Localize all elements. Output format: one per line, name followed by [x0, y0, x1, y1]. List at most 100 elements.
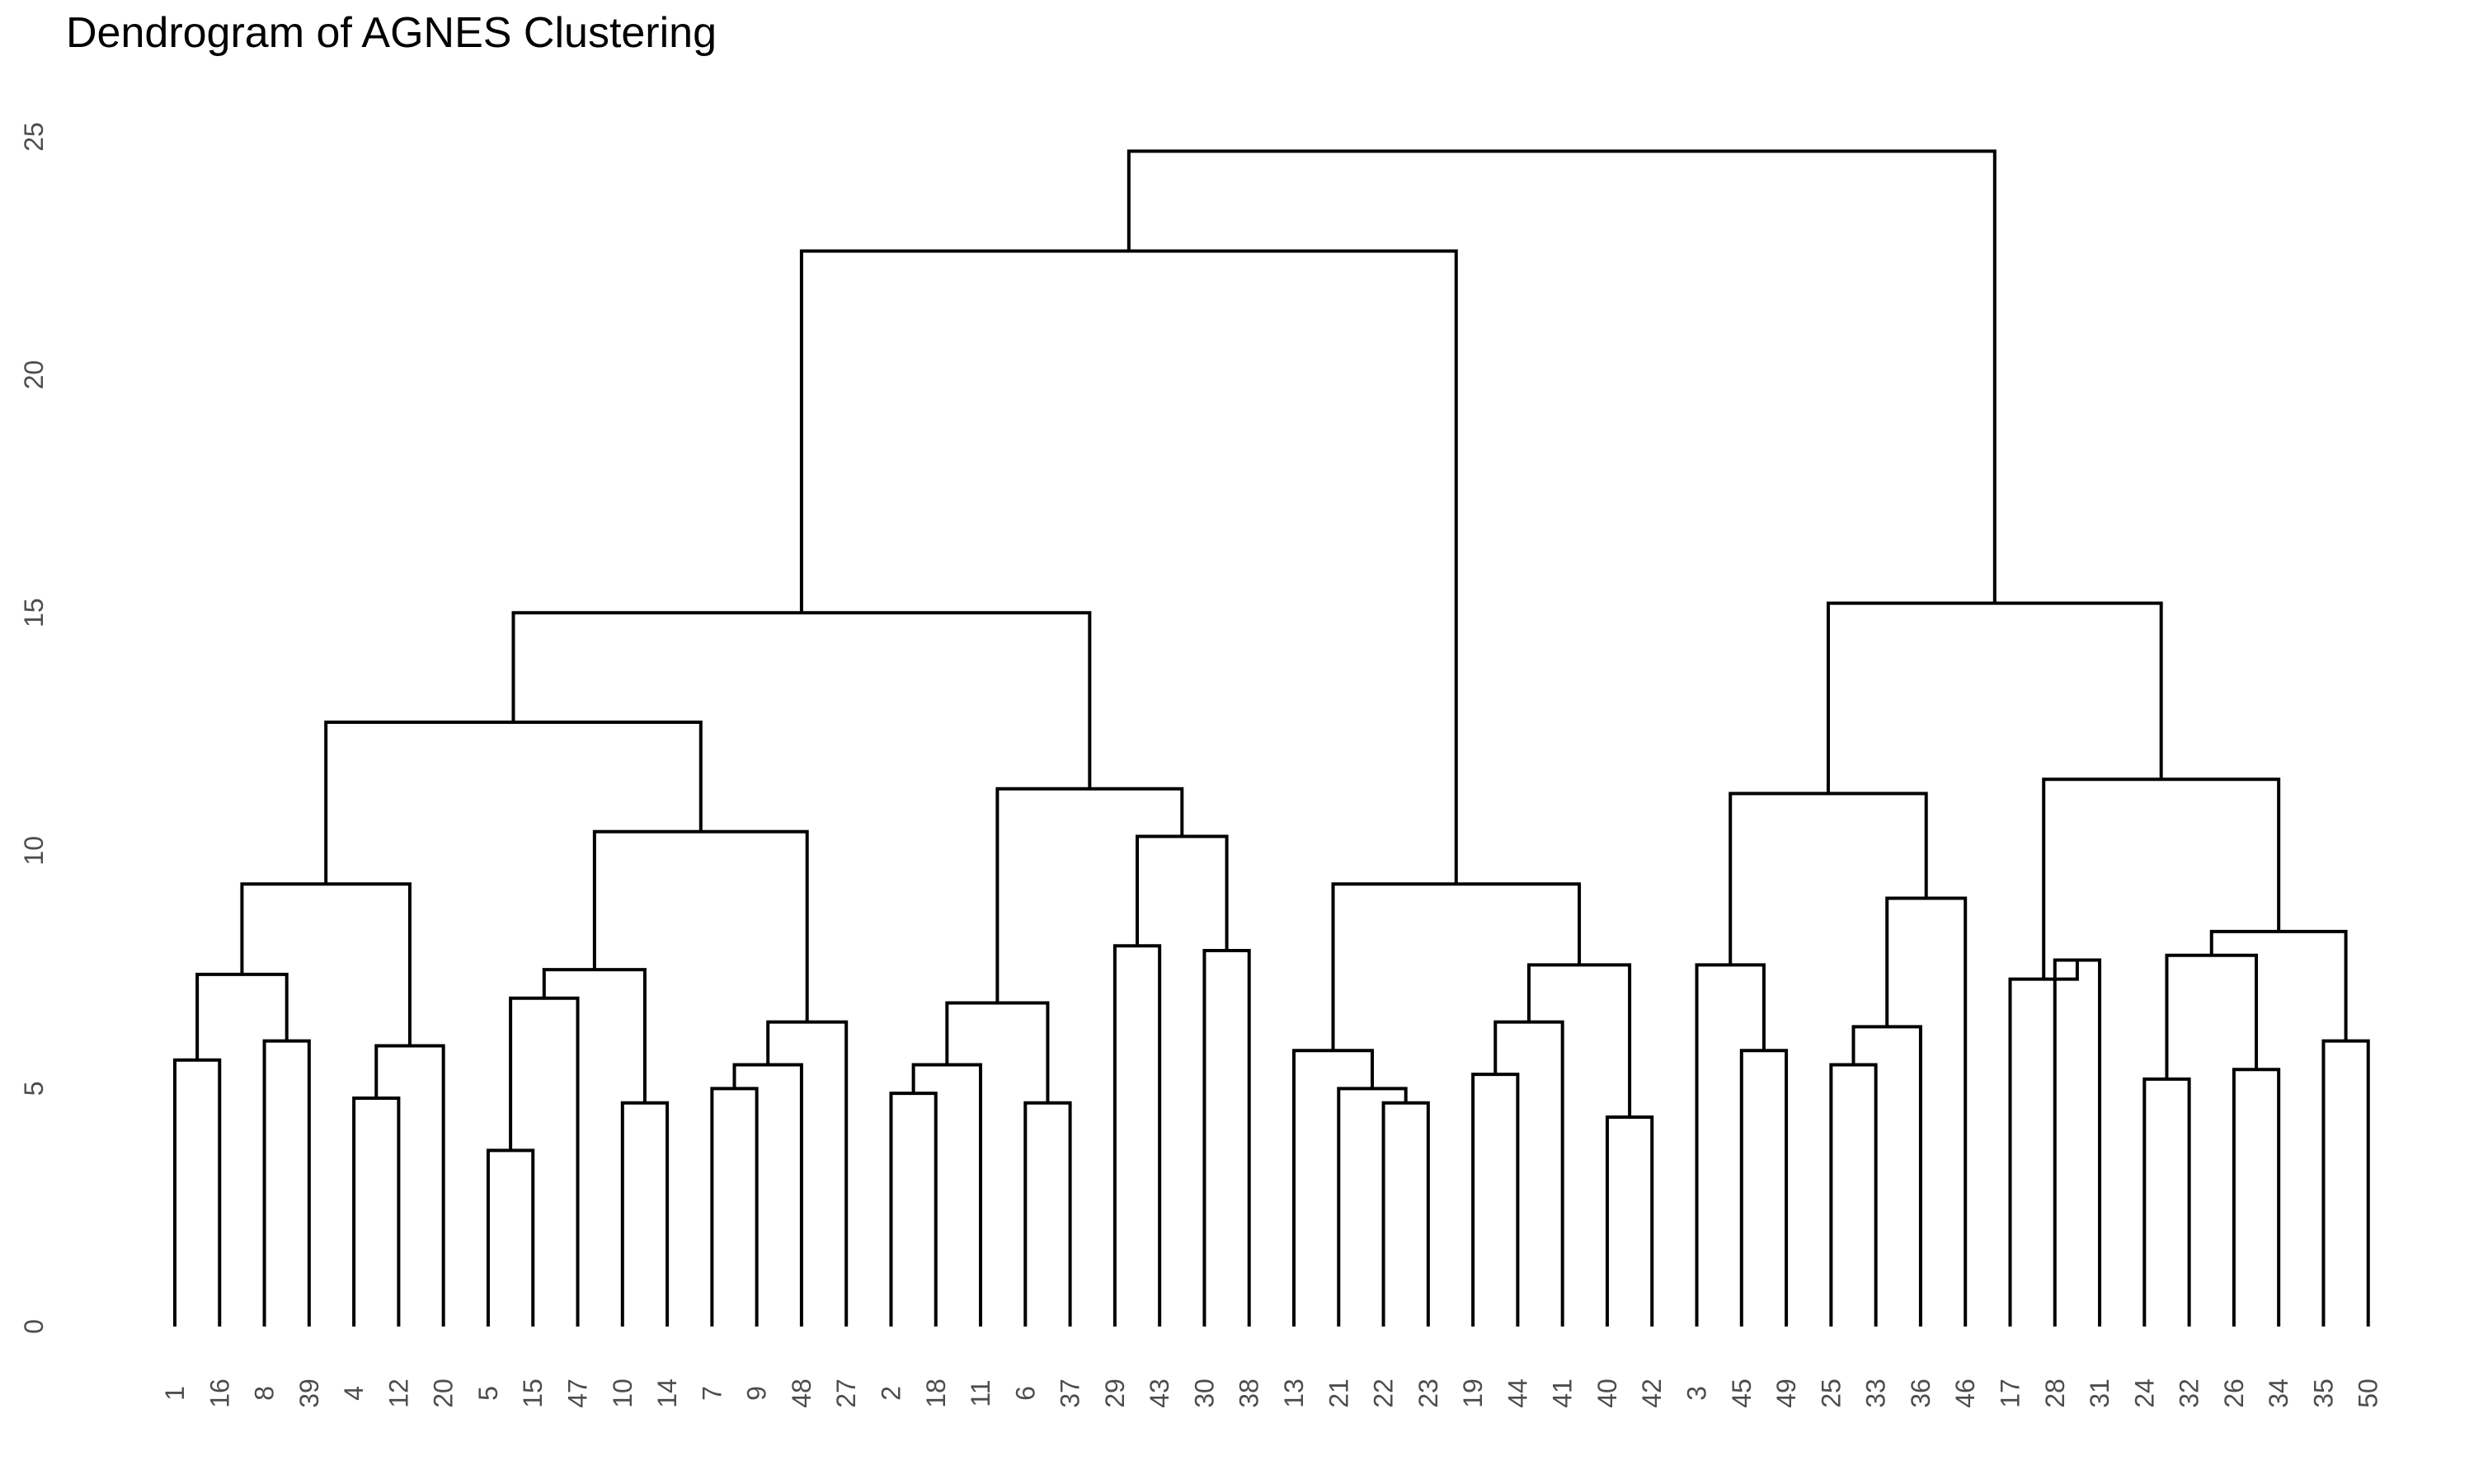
- merge-link-f7: [1826, 601, 2163, 794]
- merge-link-g6: [2321, 1039, 2370, 1327]
- chart-title: Dendrogram of AGNES Clustering: [66, 9, 717, 57]
- merge-link-b5: [710, 1087, 759, 1327]
- leaf-label: 49: [1771, 1378, 1801, 1408]
- merge-link-a4: [352, 1096, 401, 1327]
- y-tick-label: 10: [19, 836, 49, 866]
- leaf-label: 38: [1235, 1378, 1264, 1408]
- leaf-label: 33: [1861, 1378, 1891, 1408]
- leaf-label: 2: [876, 1386, 905, 1401]
- merge-link-f2: [1695, 963, 1766, 1327]
- merge-link-b8: [592, 829, 809, 1022]
- merge-link-e6: [1605, 1115, 1654, 1327]
- merge-link-c2: [511, 611, 1092, 789]
- merge-link-f5: [1885, 896, 1968, 1327]
- leaf-label: 30: [1189, 1378, 1219, 1408]
- merge-link-g7: [2209, 929, 2348, 1041]
- merge-link-d2: [911, 1063, 983, 1327]
- leaf-label: 32: [2175, 1378, 2204, 1408]
- merge-link-e2: [1337, 1087, 1408, 1327]
- y-tick-label: 25: [19, 122, 49, 152]
- merge-link-b6: [732, 1063, 803, 1327]
- leaf-label: 34: [2264, 1378, 2293, 1408]
- leaf-label: 6: [1010, 1386, 1040, 1401]
- merge-link-a2: [262, 1039, 311, 1327]
- leaf-label: 11: [966, 1379, 995, 1407]
- merge-link-g8: [2042, 777, 2281, 979]
- merge-link-d8: [995, 787, 1184, 1003]
- merge-link-g1: [2053, 958, 2102, 1327]
- merge-link-e4: [1471, 1073, 1520, 1327]
- merge-link-g2: [2008, 960, 2079, 1327]
- merge-link-g5: [2165, 953, 2259, 1079]
- merge-link-d6: [1202, 949, 1251, 1327]
- leaf-label: 14: [652, 1378, 682, 1408]
- merge-link-b1: [486, 1148, 535, 1327]
- merge-link-f3: [1829, 1063, 1878, 1327]
- leaf-label: 48: [787, 1378, 816, 1408]
- leaf-label: 44: [1503, 1378, 1532, 1408]
- merge-link-d4: [945, 1001, 1050, 1103]
- leaf-label: 3: [1682, 1386, 1712, 1401]
- merge-link-d5: [1112, 944, 1162, 1327]
- leaf-label: 46: [1950, 1378, 1980, 1408]
- merge-link-f1: [1739, 1049, 1789, 1327]
- merge-link-d7: [1136, 834, 1229, 951]
- y-tick-label: 15: [19, 598, 49, 627]
- leaf-label: 27: [831, 1378, 861, 1408]
- merge-link-e7: [1526, 963, 1632, 1118]
- leaf-label: 24: [2129, 1378, 2159, 1408]
- leaf-label: 28: [2040, 1378, 2070, 1408]
- leaf-label: 21: [1324, 1378, 1353, 1408]
- leaf-label: 23: [1413, 1378, 1443, 1408]
- merge-link-c1: [324, 720, 703, 885]
- merge-link-d1: [889, 1092, 938, 1327]
- leaf-label: 47: [563, 1378, 593, 1408]
- merge-link-a1: [173, 1058, 222, 1327]
- leaf-label: 17: [1995, 1378, 2025, 1408]
- leaf-label: 40: [1592, 1378, 1622, 1408]
- merge-link-b2: [509, 996, 580, 1327]
- leaf-label: 13: [1279, 1378, 1309, 1408]
- leaf-label: 18: [921, 1378, 951, 1408]
- y-tick-label: 0: [19, 1319, 49, 1334]
- merge-link-root: [1126, 149, 1997, 603]
- leaf-label: 41: [1548, 1378, 1578, 1408]
- leaf-label: 42: [1637, 1378, 1667, 1408]
- merge-link-e3: [1292, 1049, 1374, 1327]
- merge-link-e5: [1493, 1020, 1564, 1327]
- leaf-label: 16: [205, 1378, 234, 1408]
- leaf-label: 7: [697, 1386, 727, 1401]
- leaf-label: 12: [383, 1378, 413, 1408]
- merge-link-a6: [240, 882, 412, 1046]
- merge-link-b4: [542, 968, 647, 1103]
- merge-link-d3: [1023, 1101, 1072, 1327]
- leaf-label: 37: [1056, 1378, 1085, 1408]
- merge-link-f6: [1729, 791, 1928, 965]
- merge-link-g3: [2142, 1077, 2191, 1327]
- leaf-label: 36: [1906, 1378, 1935, 1408]
- leaf-label: 5: [473, 1386, 503, 1401]
- leaf-label: 43: [1145, 1378, 1174, 1408]
- leaf-label: 15: [518, 1378, 548, 1408]
- leaf-label: 19: [1458, 1378, 1488, 1408]
- merge-link-b3: [620, 1101, 670, 1327]
- leaf-label: 8: [250, 1386, 280, 1401]
- merge-link-b7: [766, 1020, 849, 1327]
- leaf-label: 9: [742, 1386, 772, 1401]
- leaf-label: 39: [294, 1378, 324, 1408]
- merge-link-e8: [1331, 882, 1582, 1051]
- leaf-label: 29: [1100, 1378, 1130, 1408]
- leaf-label: 25: [1816, 1378, 1846, 1408]
- leaf-label: 26: [2219, 1378, 2249, 1408]
- leaf-label: 50: [2354, 1378, 2383, 1408]
- leaf-label: 1: [160, 1386, 190, 1401]
- leaf-label: 45: [1727, 1378, 1757, 1408]
- y-tick-label: 5: [19, 1082, 49, 1097]
- leaf-label: 20: [429, 1378, 459, 1408]
- merge-link-g4: [2232, 1068, 2281, 1327]
- leaf-label: 22: [1369, 1378, 1399, 1408]
- merge-link-e1: [1381, 1101, 1430, 1327]
- merge-link-a5: [374, 1044, 445, 1327]
